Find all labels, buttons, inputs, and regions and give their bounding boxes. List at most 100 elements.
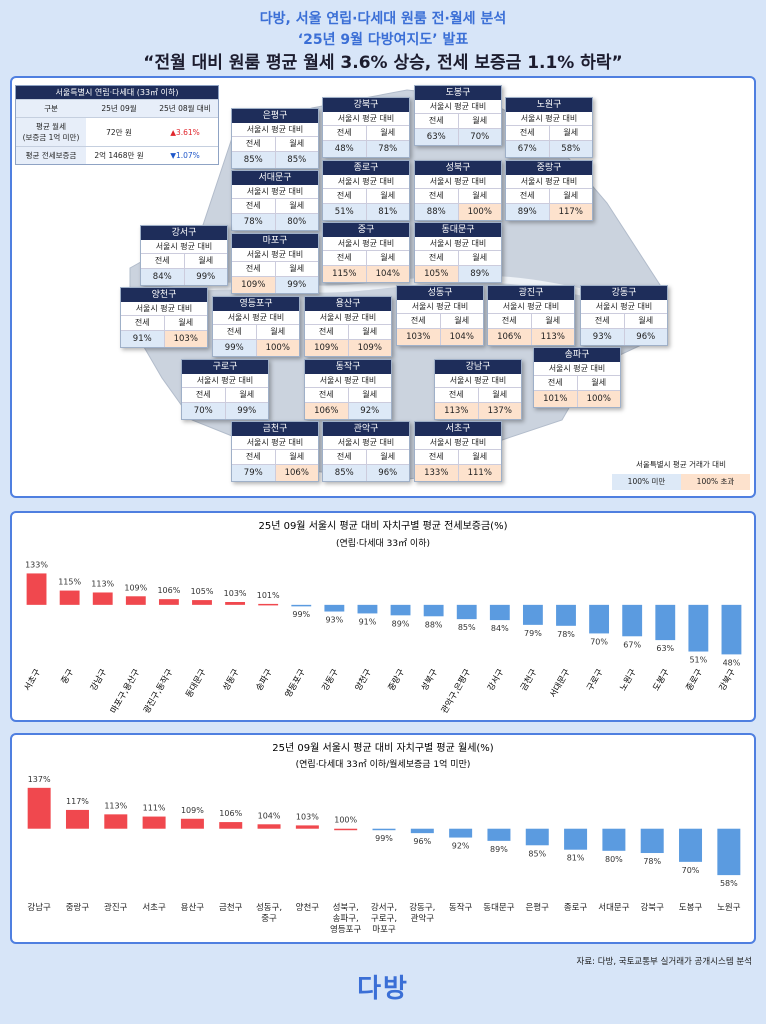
district-card: 금천구 서울시 평균 대비 전세 월세 79% 106% [231, 421, 319, 482]
value-label: 117% [66, 797, 89, 806]
district-card: 성동구 서울시 평균 대비 전세 월세 103% 104% [396, 285, 484, 346]
x-tick-label: 강동구 [320, 667, 341, 693]
card-row: 106% 113% [488, 328, 574, 345]
x-tick-label: 양천구 [353, 667, 374, 693]
card-row: 전세 월세 [323, 189, 409, 203]
card-label: 월세 [457, 114, 502, 128]
district-name: 동작구 [305, 360, 391, 374]
x-tick-label: 성북구, 송파구, 영등포구 [330, 903, 362, 935]
card-row: 51% 81% [323, 203, 409, 220]
bar [225, 602, 246, 605]
chart-subtitle: (연립·다세대 33㎡ 이하/월세보증금 1억 미만) [296, 758, 471, 770]
chart: 25년 09월 서울시 평균 대비 자치구별 평균 월세(%) (연립·다세대 3… [27, 742, 741, 888]
chart-panel: 25년 09월 서울시 평균 대비 자치구별 평균 전세보증금(%) (연립·다세… [10, 511, 756, 722]
card-row: 84% 99% [141, 268, 227, 285]
bar [27, 787, 51, 829]
district-card: 중랑구 서울시 평균 대비 전세 월세 89% 117% [505, 160, 593, 221]
card-label: 월세 [365, 251, 410, 265]
bar [622, 604, 643, 637]
card-label: 월세 [457, 450, 502, 464]
card-value: 101% [534, 390, 577, 407]
card-label: 전세 [448, 390, 464, 399]
x-tick-label: 은평구 [525, 903, 549, 913]
card-value: 99% [183, 268, 227, 285]
card-row: 99% 100% [213, 339, 299, 356]
bar [92, 592, 113, 605]
x-tick-label: 도봉구 [678, 903, 703, 913]
x-tick-label: 용산구 [180, 903, 205, 913]
card-value: 81% [365, 203, 409, 220]
card-label: 전세 [547, 378, 563, 387]
district-card: 종로구 서울시 평균 대비 전세 월세 51% 81% [322, 160, 410, 221]
card-row: 전세 월세 [232, 262, 318, 276]
value-label: 91% [359, 617, 377, 626]
x-tick-label: 노원구 [717, 903, 741, 913]
card-value: 58% [548, 140, 592, 157]
bar [59, 590, 80, 605]
x-tick-label: 금천구 [518, 667, 539, 693]
card-label: 전세 [245, 452, 261, 461]
card-label: 월세 [365, 126, 410, 140]
card-row: 109% 99% [232, 276, 318, 293]
district-card: 서대문구 서울시 평균 대비 전세 월세 78% 80% [231, 170, 319, 231]
district-name: 용산구 [305, 297, 391, 311]
card-value: 106% [305, 402, 348, 419]
card-value: 89% [506, 203, 549, 220]
district-card: 강남구 서울시 평균 대비 전세 월세 113% 137% [434, 359, 522, 420]
district-card: 강동구 서울시 평균 대비 전세 월세 93% 96% [580, 285, 668, 346]
card-value: 85% [232, 151, 275, 168]
district-name: 노원구 [506, 98, 592, 112]
card-value: 106% [488, 328, 531, 345]
summary-title: 서울특별시 연립·다세대 (33㎡ 이하) [16, 86, 218, 99]
card-value: 85% [274, 151, 318, 168]
bar [556, 604, 576, 626]
value-label: 85% [458, 623, 476, 632]
bar [219, 822, 243, 829]
legend: 서울특별시 평균 거래가 대비 100% 미만 100% 초과 [612, 459, 750, 490]
logo: 다방 [357, 974, 409, 1004]
value-label: 111% [143, 804, 166, 813]
x-tick-label: 성동구, 중구 [255, 903, 283, 924]
card-subtitle: 서울시 평균 대비 [506, 175, 592, 189]
district-name: 도봉구 [415, 86, 501, 100]
card-label: 전세 [428, 253, 444, 262]
value-label: 51% [689, 656, 707, 665]
x-tick-label: 송파구 [254, 667, 274, 692]
card-label: 월세 [623, 314, 668, 328]
value-label: 70% [682, 866, 700, 875]
card-label: 전세 [318, 327, 334, 336]
value-label: 78% [557, 630, 575, 639]
value-label: 113% [91, 579, 114, 588]
card-row: 88% 100% [415, 203, 501, 220]
x-tick-label: 구로구 [585, 667, 605, 692]
card-row: 전세 월세 [232, 137, 318, 151]
card-label: 전세 [336, 253, 352, 262]
card-value: 67% [506, 140, 549, 157]
card-row: 전세 월세 [581, 314, 667, 328]
card-label: 전세 [318, 390, 334, 399]
bar [142, 816, 166, 829]
card-subtitle: 서울시 평균 대비 [506, 112, 592, 126]
district-name: 구로구 [182, 360, 268, 374]
card-row: 89% 117% [506, 203, 592, 220]
card-label: 월세 [365, 189, 410, 203]
card-label: 전세 [428, 116, 444, 125]
card-row: 67% 58% [506, 140, 592, 157]
card-value: 79% [232, 464, 275, 481]
district-card: 양천구 서울시 평균 대비 전세 월세 91% 103% [120, 287, 208, 348]
card-row: 전세 월세 [305, 325, 391, 339]
card-value: 99% [274, 276, 318, 293]
value-label: 99% [292, 610, 310, 619]
bar [258, 603, 279, 606]
card-value: 103% [163, 330, 207, 347]
legend-title: 서울특별시 평균 거래가 대비 [636, 460, 726, 469]
bar [423, 604, 444, 617]
card-label: 월세 [530, 314, 575, 328]
district-card: 마포구 서울시 평균 대비 전세 월세 109% 99% [231, 233, 319, 294]
value-label: 96% [413, 837, 431, 846]
x-tick-label: 서초구 [142, 903, 166, 913]
card-value: 48% [323, 140, 366, 157]
x-tick-label: 강서구 [485, 667, 506, 693]
card-label: 월세 [274, 137, 319, 151]
district-name: 양천구 [121, 288, 207, 302]
